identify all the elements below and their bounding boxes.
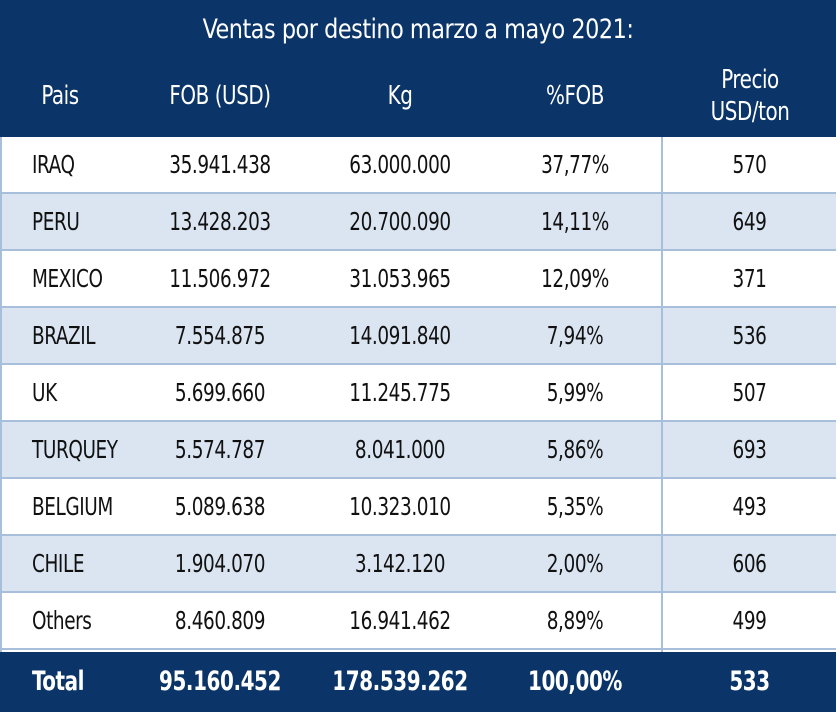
total-pct-fob: 100,00% xyxy=(528,666,622,697)
cell-fob: 35.941.438 xyxy=(169,150,271,179)
table-header: Ventas por destino marzo a mayo 2021: Pa… xyxy=(0,0,836,137)
table-row: PERU 13.428.203 20.700.090 14,11% 649 xyxy=(0,194,836,251)
total-kg: 178.539.262 xyxy=(332,666,468,697)
cell-kg: 31.053.965 xyxy=(349,264,451,293)
cell-kg: 11.245.775 xyxy=(349,378,451,407)
table-row: MEXICO 11.506.972 31.053.965 12,09% 371 xyxy=(0,251,836,308)
cell-fob: 7.554.875 xyxy=(174,321,266,350)
total-price: 533 xyxy=(729,666,770,697)
cell-pct-fob: 7,94% xyxy=(546,321,604,350)
column-header-precio-line1: Precio xyxy=(721,65,779,95)
table-row: TURQUEY 5.574.787 8.041.000 5,86% 693 xyxy=(0,422,836,479)
cell-price: 536 xyxy=(732,321,767,350)
cell-price: 649 xyxy=(732,207,767,236)
price-column-divider xyxy=(661,137,663,652)
cell-country: CHILE xyxy=(32,549,85,578)
cell-pct-fob: 2,00% xyxy=(546,549,604,578)
table-body: IRAQ 35.941.438 63.000.000 37,77% 570 PE… xyxy=(0,137,836,650)
cell-kg: 8.041.000 xyxy=(354,435,446,464)
cell-fob: 8.460.809 xyxy=(174,606,266,635)
table-row: CHILE 1.904.070 3.142.120 2,00% 606 xyxy=(0,536,836,593)
cell-price: 507 xyxy=(732,378,767,407)
total-fob: 95.160.452 xyxy=(159,666,281,697)
cell-pct-fob: 37,77% xyxy=(541,150,609,179)
cell-kg: 10.323.010 xyxy=(349,492,451,521)
cell-price: 371 xyxy=(732,264,767,293)
cell-price: 570 xyxy=(732,150,767,179)
cell-country: MEXICO xyxy=(32,264,103,293)
cell-pct-fob: 5,86% xyxy=(546,435,604,464)
column-header-precio: Precio USD/ton xyxy=(691,64,810,128)
column-header-pais: Pais xyxy=(41,81,79,111)
total-label: Total xyxy=(32,666,85,697)
cell-kg: 20.700.090 xyxy=(349,207,451,236)
cell-kg: 3.142.120 xyxy=(354,549,446,578)
cell-fob: 5.089.638 xyxy=(174,492,266,521)
table-left-border xyxy=(0,137,2,652)
cell-pct-fob: 8,89% xyxy=(546,606,604,635)
table-row: BELGIUM 5.089.638 10.323.010 5,35% 493 xyxy=(0,479,836,536)
cell-price: 499 xyxy=(732,606,767,635)
table-row: UK 5.699.660 11.245.775 5,99% 507 xyxy=(0,365,836,422)
column-header-fob: FOB (USD) xyxy=(169,81,271,111)
cell-country: Others xyxy=(32,606,92,635)
cell-price: 606 xyxy=(732,549,767,578)
cell-country: TURQUEY xyxy=(32,435,118,464)
cell-country: BELGIUM xyxy=(32,492,113,521)
cell-pct-fob: 5,99% xyxy=(546,378,604,407)
cell-fob: 5.574.787 xyxy=(174,435,266,464)
table-row: IRAQ 35.941.438 63.000.000 37,77% 570 xyxy=(0,137,836,194)
cell-fob: 5.699.660 xyxy=(174,378,266,407)
table-row: BRAZIL 7.554.875 14.091.840 7,94% 536 xyxy=(0,308,836,365)
cell-fob: 13.428.203 xyxy=(169,207,271,236)
cell-fob: 11.506.972 xyxy=(169,264,271,293)
cell-pct-fob: 5,35% xyxy=(546,492,604,521)
column-header-kg: Kg xyxy=(387,81,413,111)
cell-country: BRAZIL xyxy=(32,321,96,350)
table-title: Ventas por destino marzo a mayo 2021: xyxy=(202,14,634,45)
cell-fob: 1.904.070 xyxy=(174,549,266,578)
cell-pct-fob: 14,11% xyxy=(541,207,609,236)
cell-country: PERU xyxy=(32,207,80,236)
total-row: Total 95.160.452 178.539.262 100,00% 533 xyxy=(0,652,836,712)
cell-country: IRAQ xyxy=(32,150,75,179)
cell-country: UK xyxy=(32,378,57,407)
table-row: Others 8.460.809 16.941.462 8,89% 499 xyxy=(0,593,836,650)
cell-price: 493 xyxy=(732,492,767,521)
cell-pct-fob: 12,09% xyxy=(541,264,609,293)
cell-kg: 16.941.462 xyxy=(349,606,451,635)
column-header-precio-line2: USD/ton xyxy=(710,97,790,127)
column-header-pct-fob: %FOB xyxy=(546,81,604,111)
cell-price: 693 xyxy=(732,435,767,464)
cell-kg: 14.091.840 xyxy=(349,321,451,350)
cell-kg: 63.000.000 xyxy=(349,150,451,179)
